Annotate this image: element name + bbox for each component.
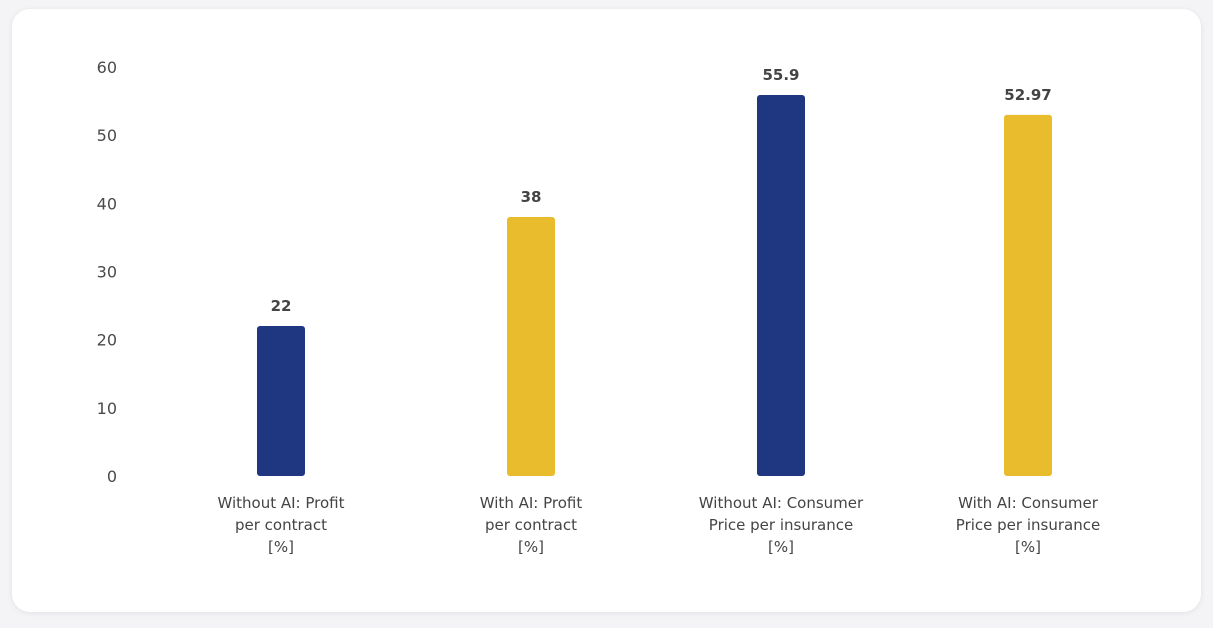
category-label: Without AI: Profit — [217, 494, 344, 512]
bar-value-label: 22 — [271, 297, 292, 315]
bar — [507, 216, 555, 476]
category-label: With AI: Consumer — [958, 494, 1099, 512]
bar-value-label: 52.97 — [1004, 86, 1051, 104]
y-tick-label: 0 — [107, 467, 117, 486]
chart-card — [12, 9, 1201, 612]
category-label: per contract — [235, 516, 327, 534]
y-tick-label: 10 — [97, 399, 117, 418]
bar-value-label: 55.9 — [762, 66, 799, 84]
y-tick-label: 20 — [97, 331, 117, 350]
category-label: [%] — [768, 538, 794, 556]
category-label: With AI: Profit — [480, 494, 583, 512]
bar — [757, 94, 805, 476]
category-label: [%] — [518, 538, 544, 556]
category-labels: Without AI: Profit per contract [%] With AI… — [217, 494, 1100, 556]
bar — [257, 326, 305, 476]
y-tick-label: 50 — [97, 126, 117, 145]
y-tick-label: 30 — [97, 263, 117, 282]
y-tick-label: 40 — [97, 194, 117, 213]
category-label: [%] — [1015, 538, 1041, 556]
bars — [257, 94, 1052, 476]
category-label: Without AI: Consumer — [699, 494, 864, 512]
bar-value-label: 38 — [521, 188, 542, 206]
y-axis-ticks: 0 10 20 30 40 50 60 — [97, 58, 117, 486]
category-label: per contract — [485, 516, 577, 534]
category-label: Price per insurance — [956, 516, 1100, 534]
category-label: [%] — [268, 538, 294, 556]
y-tick-label: 60 — [97, 58, 117, 77]
bar — [1004, 114, 1052, 476]
category-label: Price per insurance — [709, 516, 853, 534]
value-labels: 22 38 55.9 52.97 — [271, 66, 1052, 315]
